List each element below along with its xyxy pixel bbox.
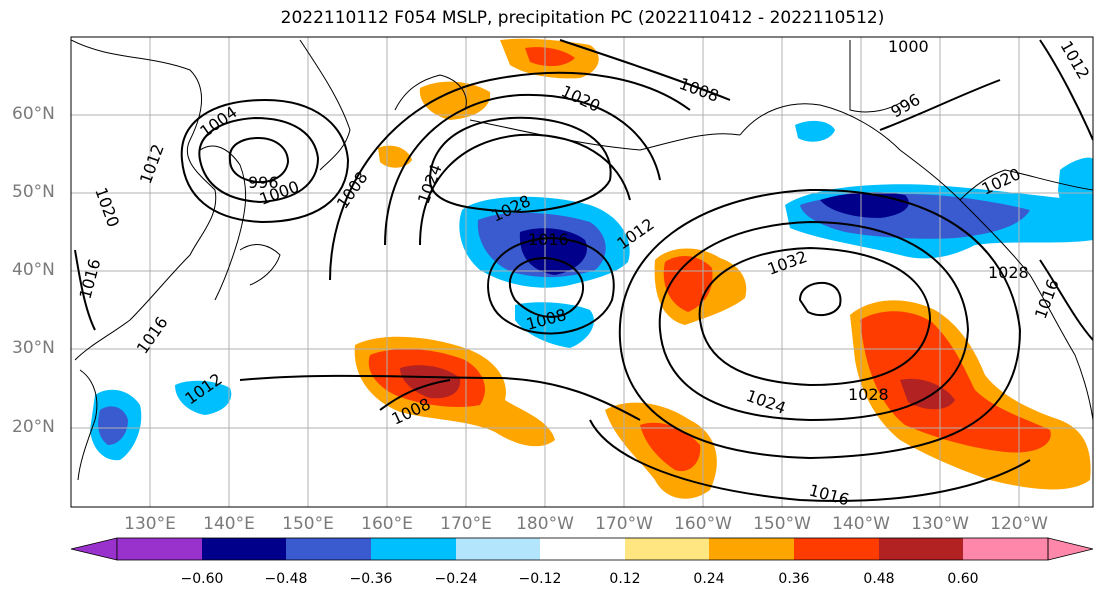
lon-label-130e: 130°E bbox=[124, 514, 176, 534]
colorbar-swatch bbox=[202, 538, 286, 560]
isobars bbox=[74, 39, 1093, 502]
lon-label-170w: 170°W bbox=[595, 514, 653, 534]
isobar-label: 1028 bbox=[988, 263, 1029, 282]
isobar-label: 1016 bbox=[528, 230, 569, 249]
colorbar-swatch bbox=[456, 538, 540, 560]
colorbar-extend-high bbox=[1047, 537, 1094, 561]
colorbar-tick-label: 0.24 bbox=[693, 571, 725, 587]
colorbar-swatch bbox=[794, 538, 879, 560]
lat-label-50n: 50°N bbox=[12, 182, 55, 202]
lon-label-170e: 170°E bbox=[440, 514, 492, 534]
isobar-label: 1000 bbox=[888, 37, 929, 56]
colorbar-swatch bbox=[286, 538, 371, 560]
lon-label-150w: 150°W bbox=[753, 514, 811, 534]
colorbar-tick-label: −0.36 bbox=[349, 571, 393, 587]
coastlines bbox=[71, 39, 1093, 481]
precip-anomaly-blue-gulf-alaska bbox=[785, 120, 1093, 259]
colorbar-tick-label: −0.24 bbox=[434, 571, 478, 587]
colorbar-tick-label: 0.60 bbox=[947, 571, 979, 587]
lat-label-20n: 20°N bbox=[12, 417, 55, 437]
lat-label-60n: 60°N bbox=[12, 104, 55, 124]
isobar-label: 996 bbox=[248, 173, 279, 192]
graticule bbox=[71, 37, 1093, 507]
precip-anomaly-warm-east-pacific bbox=[850, 300, 1091, 490]
precip-anomaly-warm-west-pacific bbox=[354, 336, 555, 447]
colorbar-swatch bbox=[625, 538, 709, 560]
precip-anomaly-warm-central-pacific bbox=[605, 248, 747, 499]
colorbar-tick-label: 0.12 bbox=[609, 571, 641, 587]
lon-label-120w: 120°W bbox=[990, 514, 1048, 534]
lon-label-160e: 160°E bbox=[361, 514, 413, 534]
colorbar-tick-label: −0.12 bbox=[518, 571, 562, 587]
isobar-label: 1028 bbox=[848, 385, 889, 404]
lon-label-130w: 130°W bbox=[911, 514, 969, 534]
colorbar-swatch bbox=[709, 538, 794, 560]
lat-label-30n: 30°N bbox=[12, 338, 55, 358]
colorbar-swatch bbox=[879, 538, 963, 560]
colorbar-tick-label: 0.48 bbox=[863, 571, 895, 587]
lon-label-180w: 180°W bbox=[516, 514, 574, 534]
precip-anomaly-blue-philippine-sea bbox=[90, 380, 232, 461]
lon-label-140w: 140°W bbox=[832, 514, 890, 534]
lon-label-160w: 160°W bbox=[674, 514, 732, 534]
colorbar-tick-label: −0.60 bbox=[180, 571, 224, 587]
colorbar-extend-low bbox=[70, 537, 118, 561]
lon-label-140e: 140°E bbox=[203, 514, 255, 534]
colorbar-swatch bbox=[371, 538, 456, 560]
colorbar-swatch bbox=[963, 538, 1048, 560]
lat-label-40n: 40°N bbox=[12, 260, 55, 280]
colorbar bbox=[70, 537, 1094, 561]
map-title: 2022110112 F054 MSLP, precipitation PC (… bbox=[280, 8, 885, 28]
colorbar-tick-label: −0.48 bbox=[264, 571, 308, 587]
colorbar-swatch bbox=[117, 538, 202, 560]
lon-label-150e: 150°E bbox=[282, 514, 334, 534]
colorbar-tick-label: 0.36 bbox=[778, 571, 810, 587]
colorbar-swatch bbox=[540, 538, 625, 560]
